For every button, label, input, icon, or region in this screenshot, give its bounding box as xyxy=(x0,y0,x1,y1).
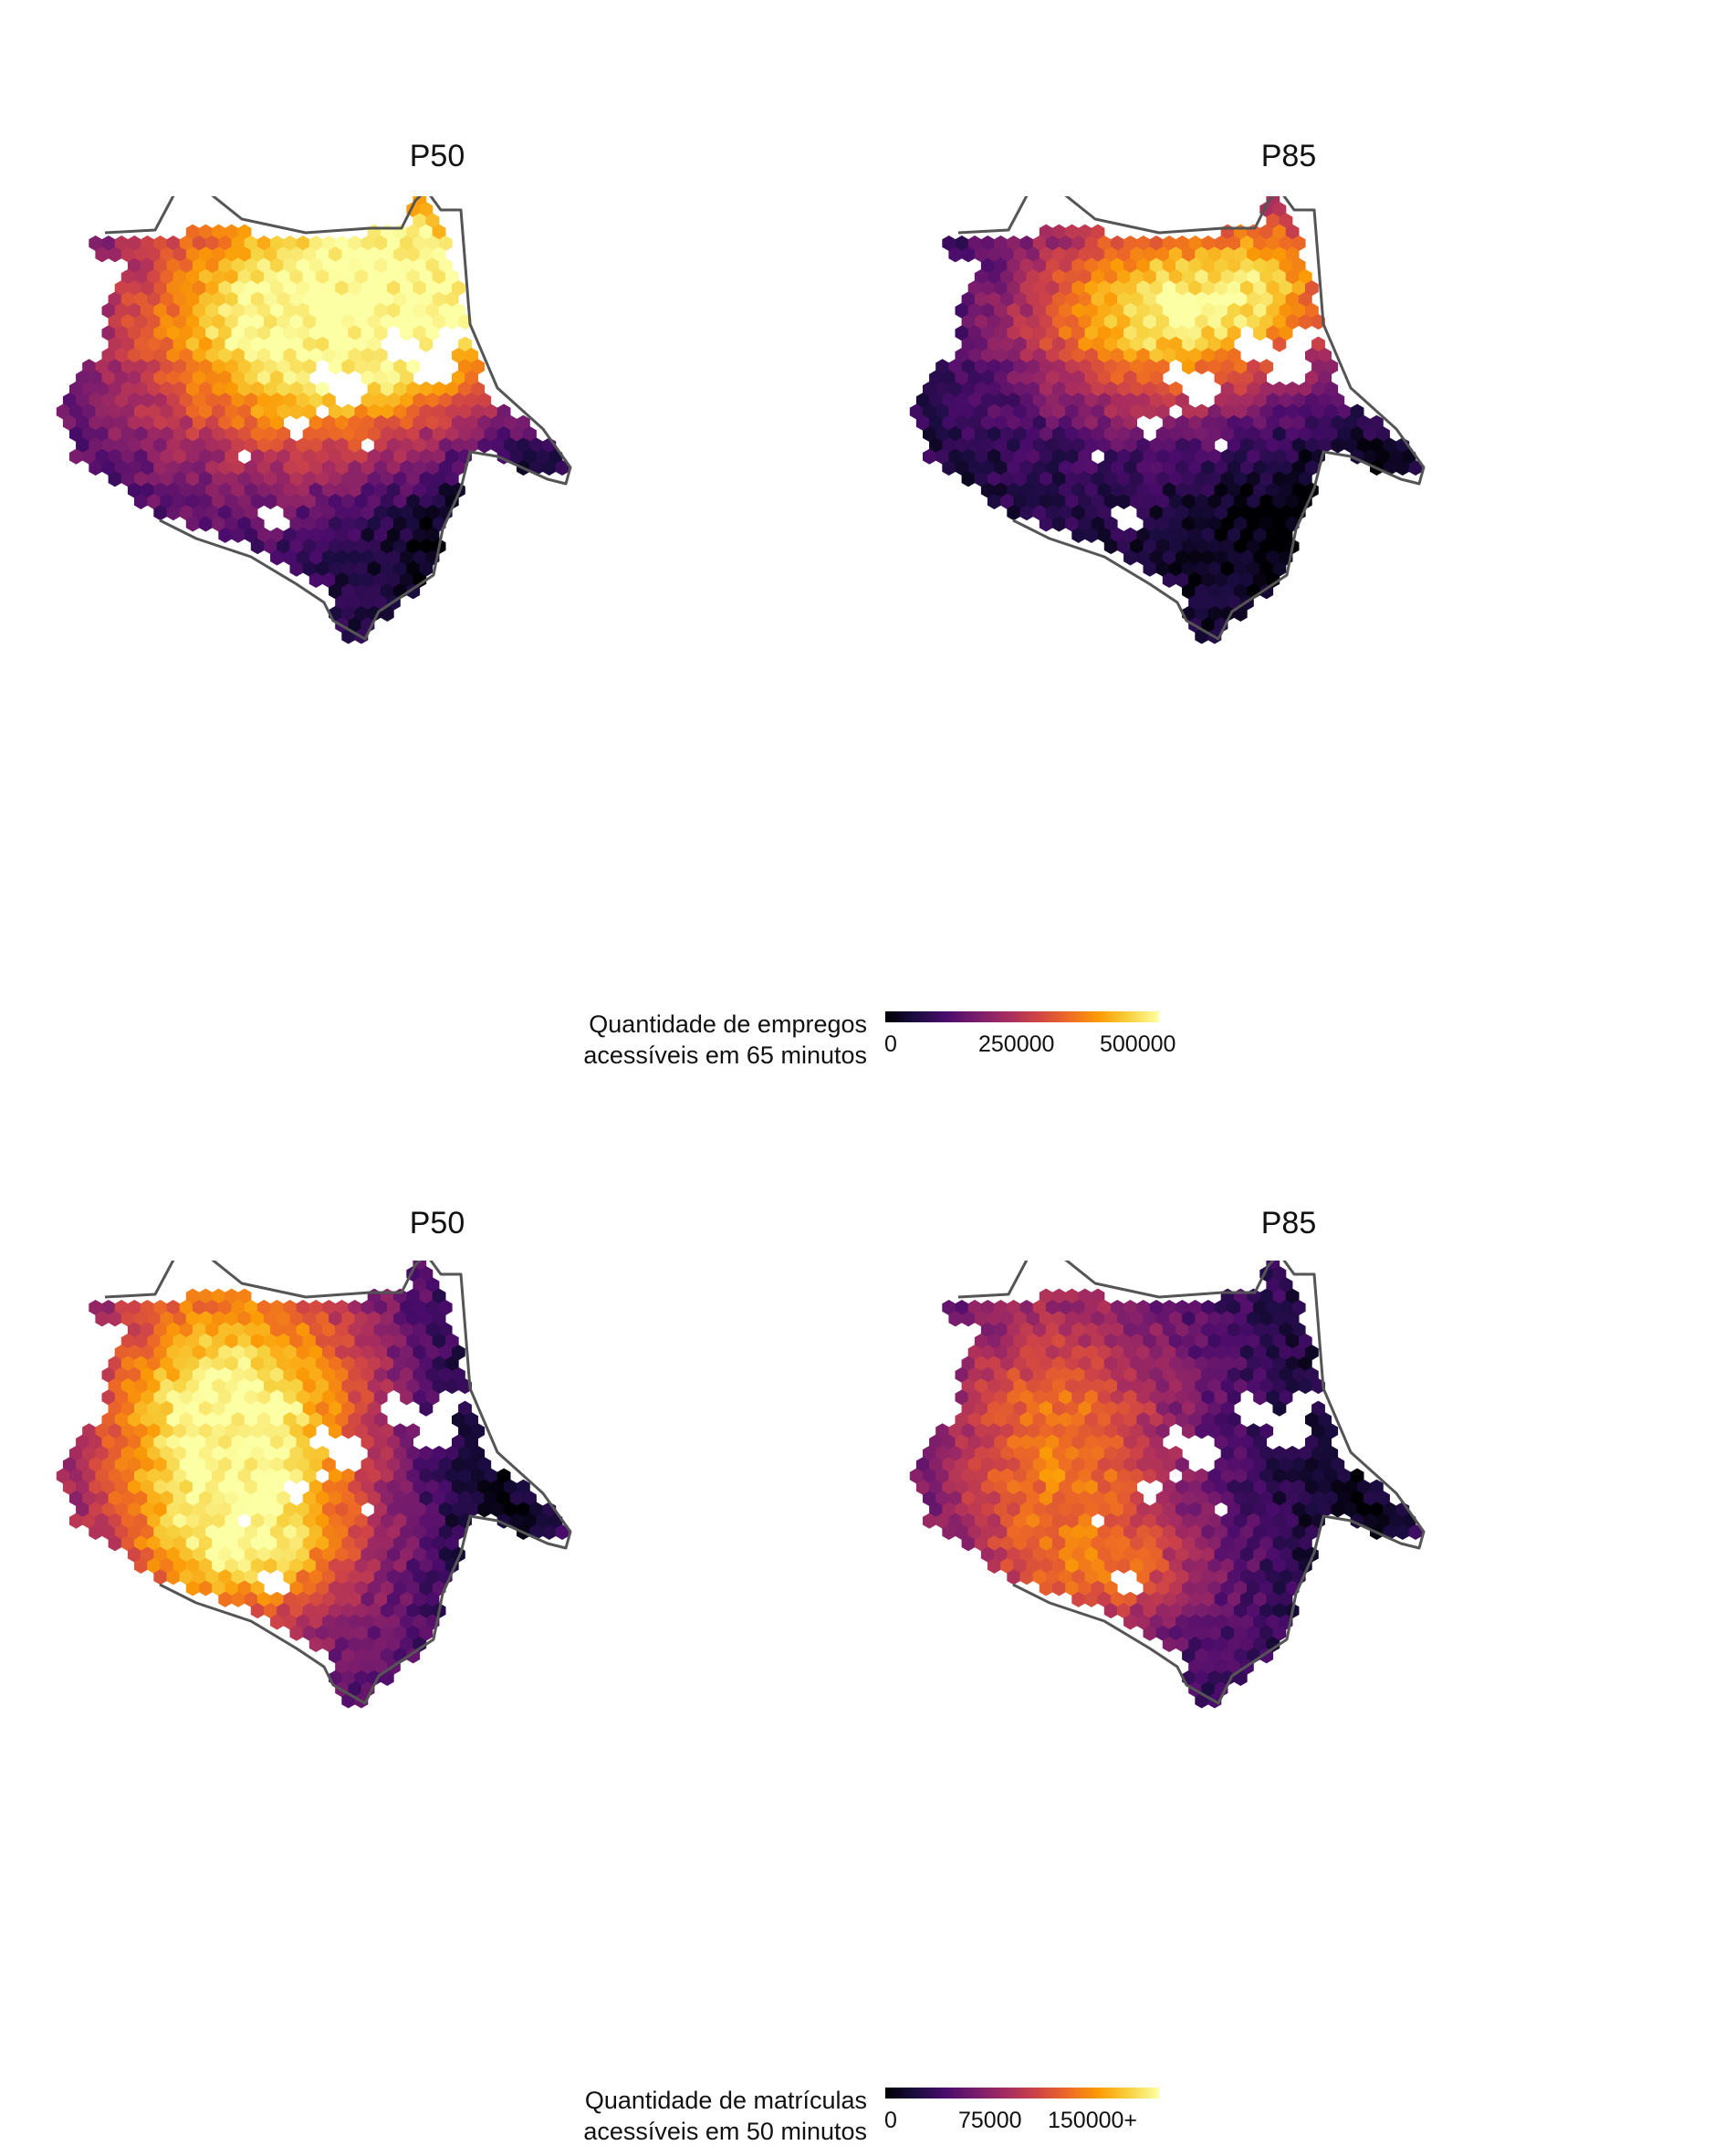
panel-title-p50: P50 xyxy=(409,1206,465,1240)
map-p85-jobs xyxy=(909,196,1426,644)
panel-title-p85: P85 xyxy=(1260,139,1317,173)
legend-title-line2: acessíveis em 50 minutos xyxy=(583,2118,867,2145)
legend-title: Quantidade de empregos acessíveis em 65 … xyxy=(511,1009,867,1071)
hex-cell xyxy=(1272,1400,1287,1417)
legend-title: Quantidade de matrículas acessíveis em 5… xyxy=(511,2085,867,2147)
enrollment-accessibility-section: P50 P85 Quantidade de matrículas acessív… xyxy=(0,1078,1724,2156)
legend-colorbar xyxy=(885,2088,1159,2098)
legend-tick-0: 0 xyxy=(884,1031,897,1057)
municipal-boundary xyxy=(957,1261,1426,1705)
legend-tick-0: 0 xyxy=(884,2108,897,2133)
legend-tick-150000: 150000+ xyxy=(1048,2108,1138,2133)
legend-title-line1: Quantidade de matrículas xyxy=(584,2087,867,2114)
municipal-boundary xyxy=(104,1261,572,1705)
hex-cell xyxy=(419,1400,434,1417)
map-p85-enrollment xyxy=(909,1261,1426,1709)
hex-cell xyxy=(419,336,434,352)
legend-title-line2: acessíveis em 65 minutos xyxy=(583,1041,867,1069)
panel-title-p85: P85 xyxy=(1260,1206,1317,1240)
legend-tick-500000: 500000 xyxy=(1100,1031,1176,1057)
map-p50-enrollment xyxy=(56,1261,572,1709)
map-p50-jobs xyxy=(56,196,572,644)
legend-tick-250000: 250000 xyxy=(978,1031,1055,1057)
hex-cell xyxy=(1272,336,1287,352)
legend-colorbar xyxy=(885,1011,1159,1022)
jobs-accessibility-section: P50 P85 Quantidade de empregos acessívei… xyxy=(56,139,1426,1071)
legend-tick-75000: 75000 xyxy=(958,2108,1022,2133)
legend-title-line1: Quantidade de empregos xyxy=(589,1010,867,1038)
municipal-boundary xyxy=(104,196,572,641)
municipal-boundary xyxy=(957,196,1426,641)
panel-title-p50: P50 xyxy=(409,139,465,173)
